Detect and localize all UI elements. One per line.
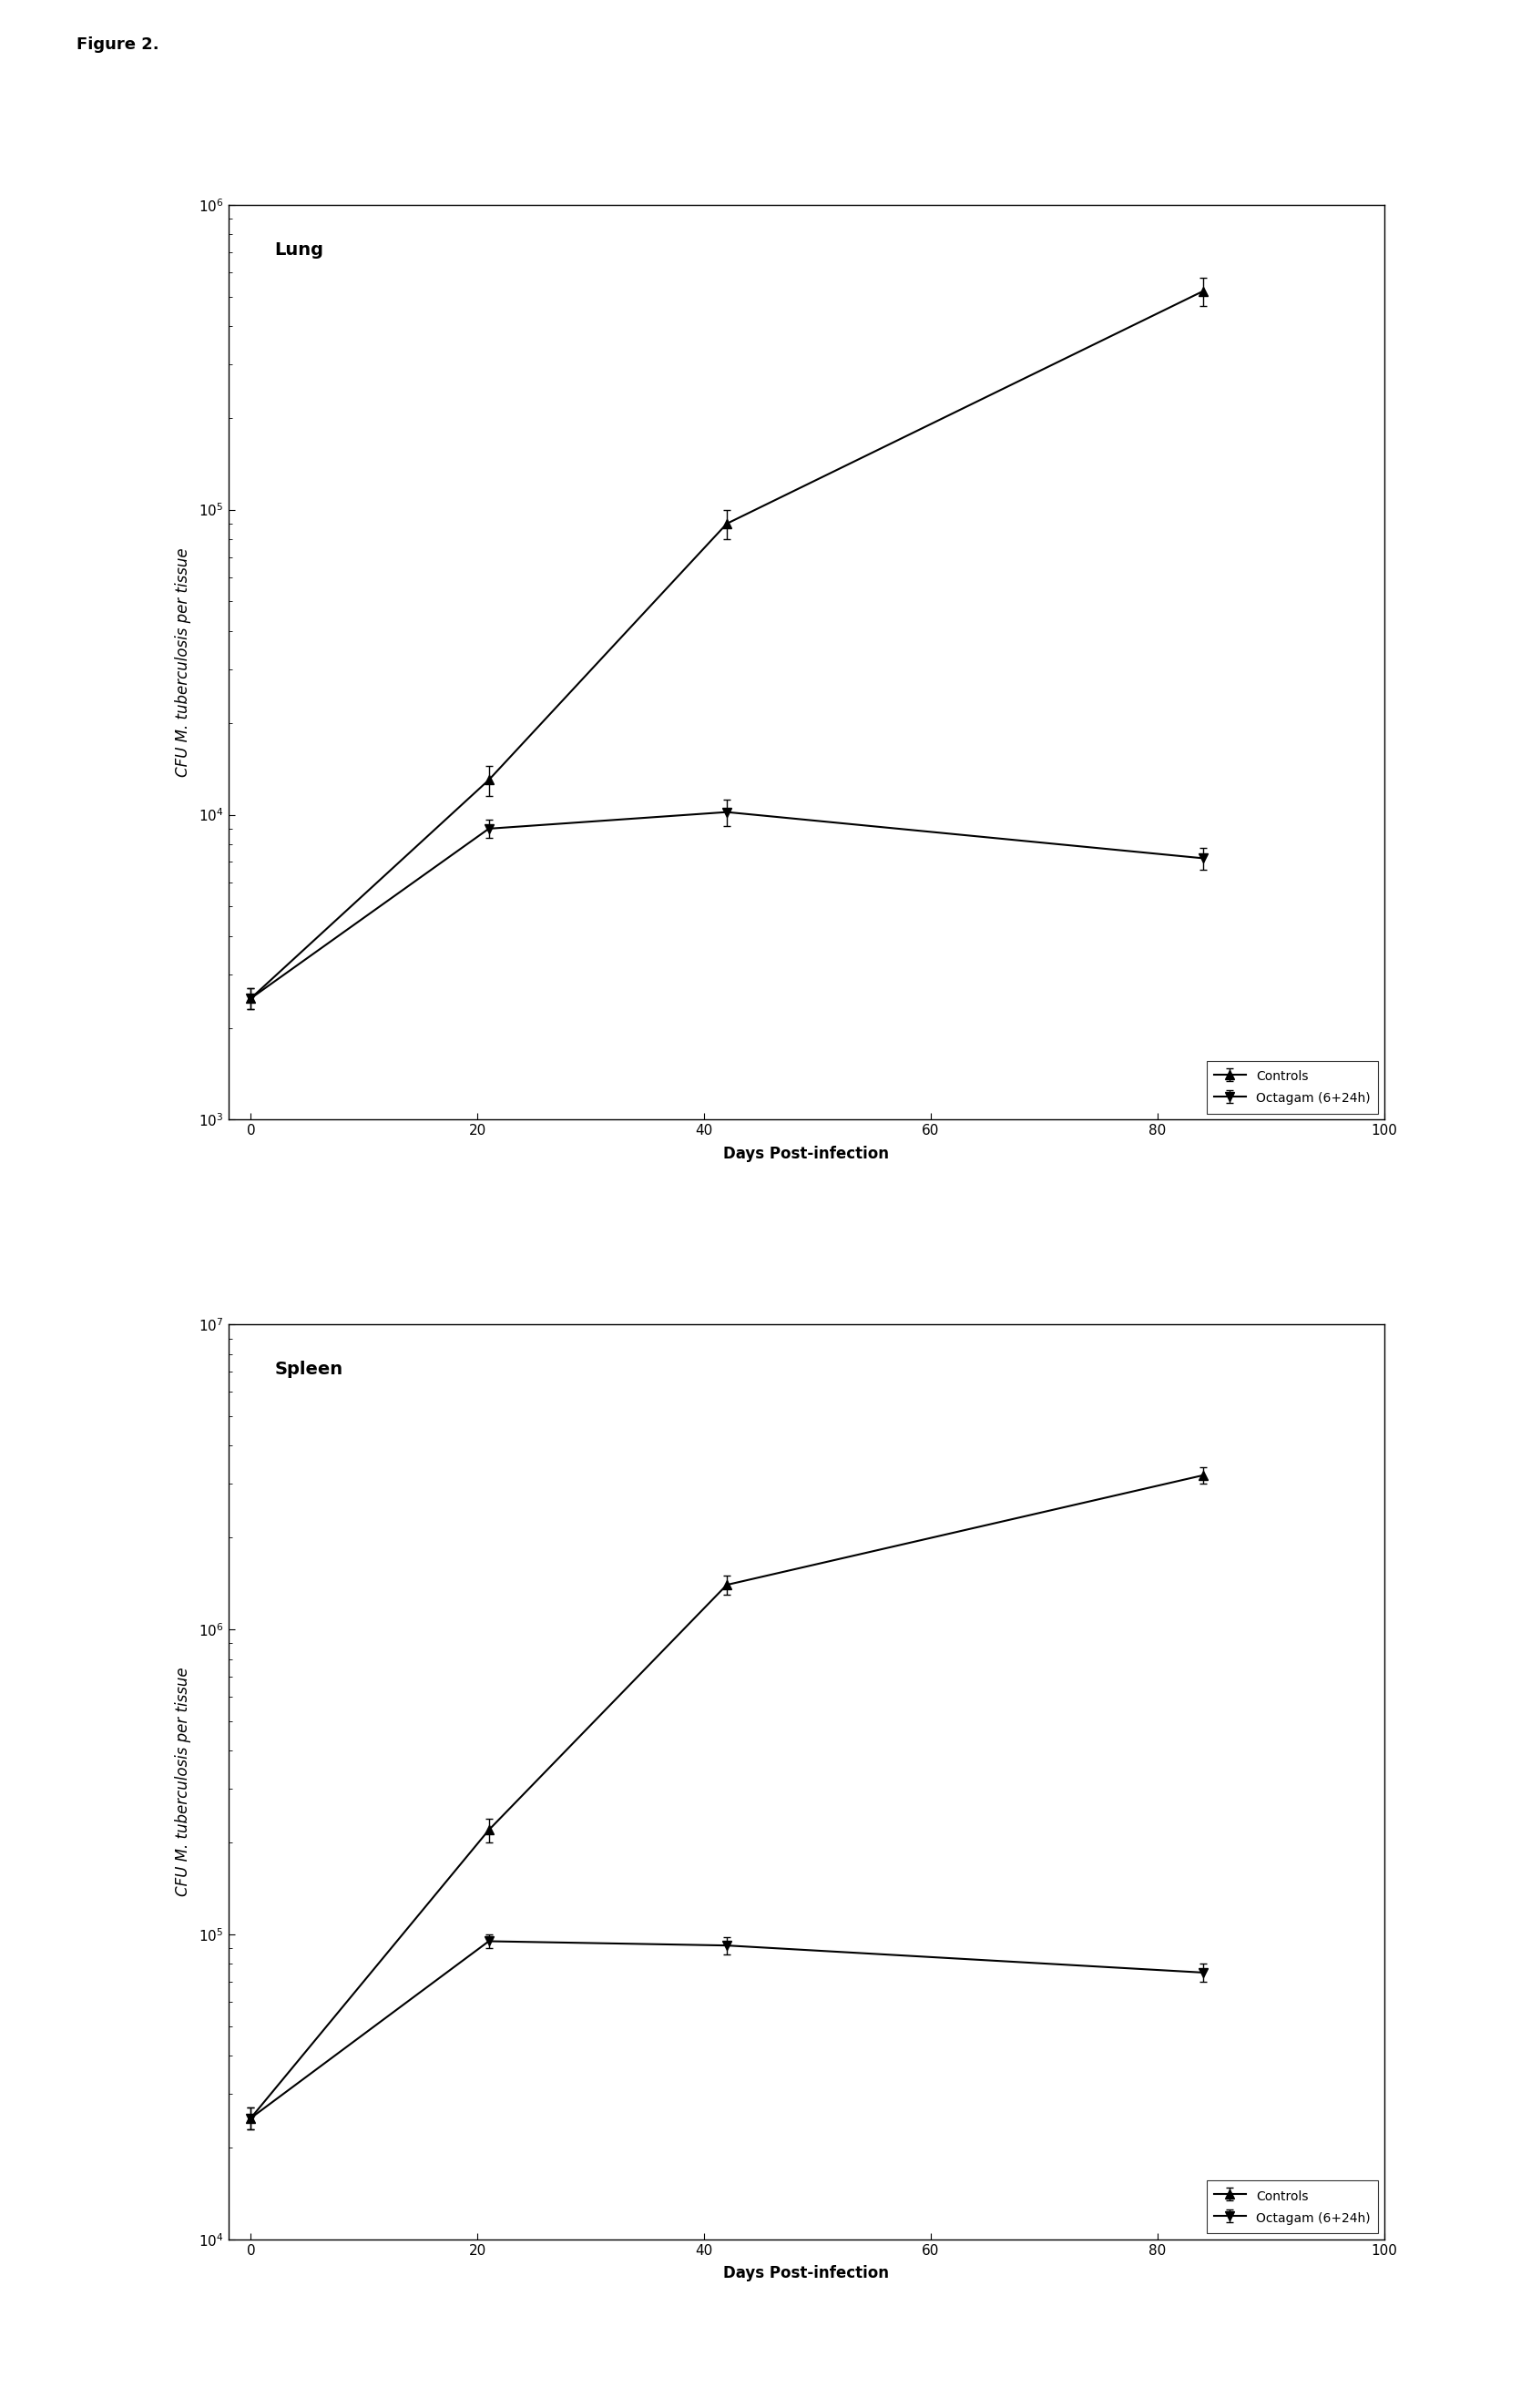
X-axis label: Days Post-infection: Days Post-infection (724, 2266, 888, 2280)
X-axis label: Days Post-infection: Days Post-infection (724, 1146, 888, 1161)
Legend: Controls, Octagam (6+24h): Controls, Octagam (6+24h) (1206, 1062, 1378, 1112)
Y-axis label: CFU M. tuberculosis per tissue: CFU M. tuberculosis per tissue (175, 1666, 192, 1898)
Text: Figure 2.: Figure 2. (76, 36, 158, 53)
Text: Spleen: Spleen (274, 1361, 342, 1377)
Text: Lung: Lung (274, 241, 324, 258)
Y-axis label: CFU M. tuberculosis per tissue: CFU M. tuberculosis per tissue (175, 547, 192, 778)
Legend: Controls, Octagam (6+24h): Controls, Octagam (6+24h) (1206, 2182, 1378, 2232)
